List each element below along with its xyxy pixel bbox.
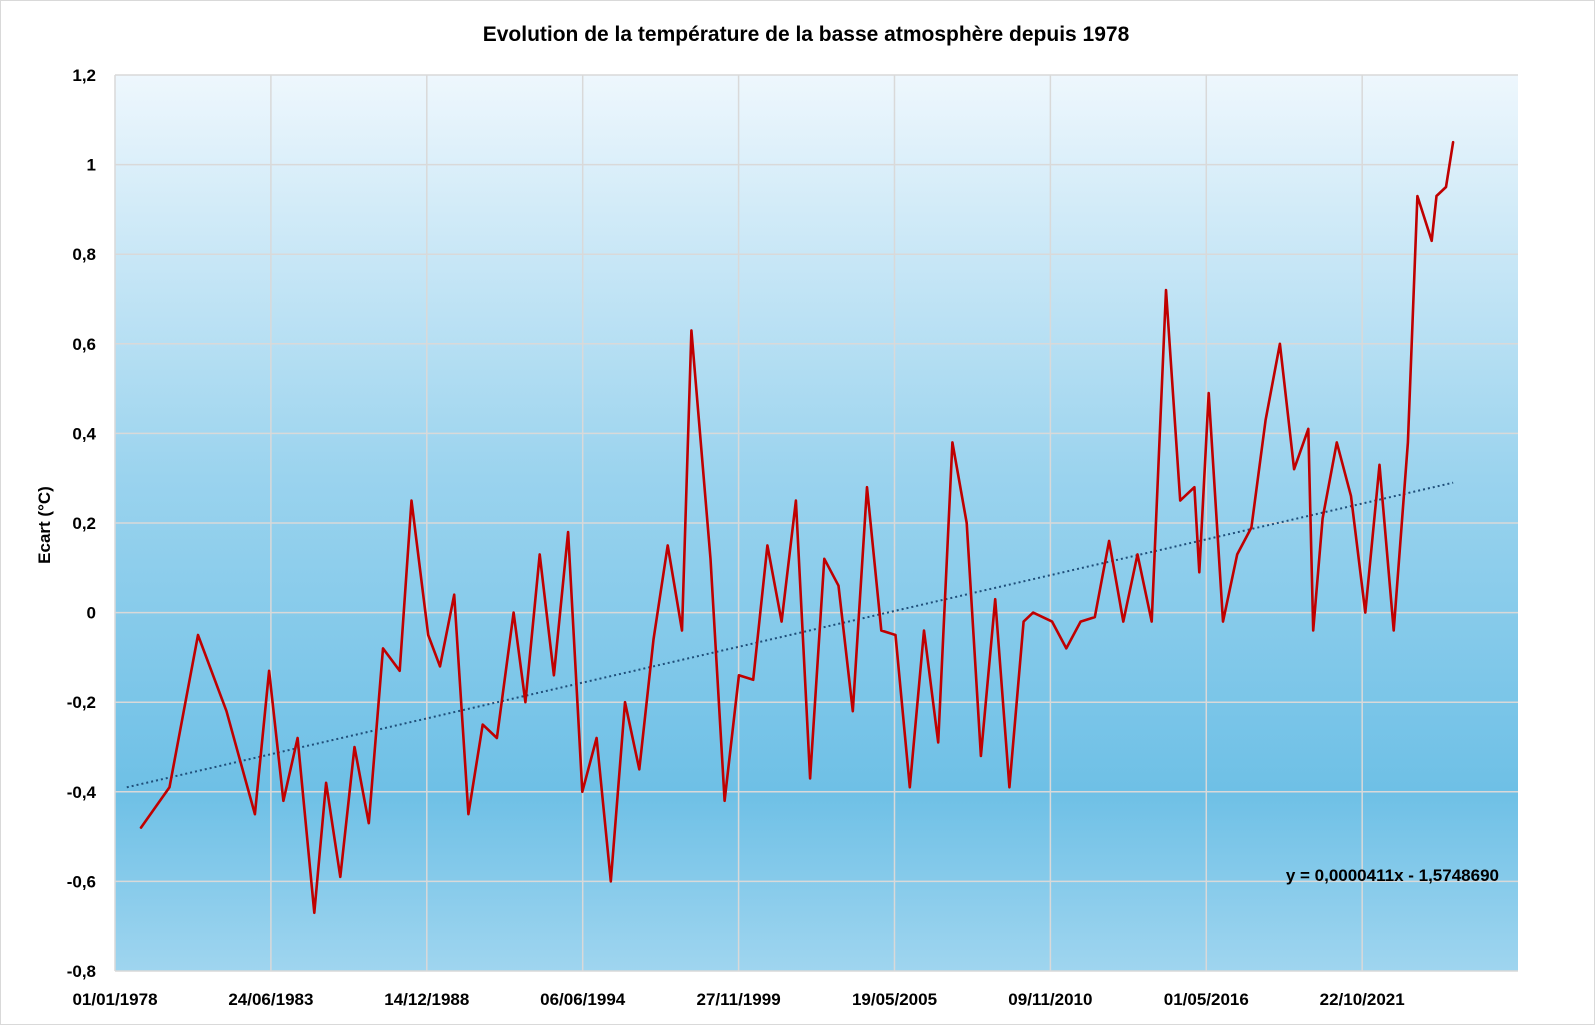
- x-tick-label: 14/12/1988: [384, 990, 469, 1009]
- series-group: [126, 140, 1455, 915]
- y-tick-label: 0,4: [72, 424, 96, 443]
- y-tick-label: -0,6: [67, 872, 96, 891]
- y-tick-label: 0,6: [72, 335, 96, 354]
- x-tick-label: 22/10/2021: [1320, 990, 1405, 1009]
- y-tick-label: -0,8: [67, 962, 96, 981]
- x-tick-label: 06/06/1994: [540, 990, 626, 1009]
- y-tick-label: -0,4: [67, 783, 97, 802]
- y-axis-ticks: -0,8 -0,6 -0,4 -0,2 0 0,2 0,4 0,6 0,8 1 1,2: [67, 66, 97, 981]
- x-tick-label: 27/11/1999: [697, 990, 781, 1009]
- y-tick-label: 1,2: [72, 66, 96, 85]
- x-tick-label: 09/11/2010: [1008, 990, 1092, 1009]
- series-line: [139, 140, 1455, 915]
- chart-title: Evolution de la température de la basse …: [483, 23, 1130, 46]
- trendline: [126, 481, 1454, 789]
- y-tick-label: 1: [87, 156, 96, 175]
- y-tick-label: 0,2: [72, 514, 96, 533]
- x-tick-label: 01/01/1978: [72, 990, 157, 1009]
- x-tick-label: 24/06/1983: [228, 990, 313, 1009]
- x-tick-label: 19/05/2005: [852, 990, 937, 1009]
- y-tick-label: 0,8: [72, 245, 96, 264]
- trendline-equation: y = 0,0000411x - 1,5748690: [1286, 866, 1499, 885]
- x-tick-label: 01/05/2016: [1164, 990, 1249, 1009]
- y-axis-label: Ecart (°C): [35, 486, 54, 564]
- y-tick-label: -0,2: [67, 693, 96, 712]
- x-axis-ticks: 01/01/1978 24/06/1983 14/12/1988 06/06/1994…: [72, 990, 1404, 1009]
- y-tick-label: 0: [87, 604, 96, 623]
